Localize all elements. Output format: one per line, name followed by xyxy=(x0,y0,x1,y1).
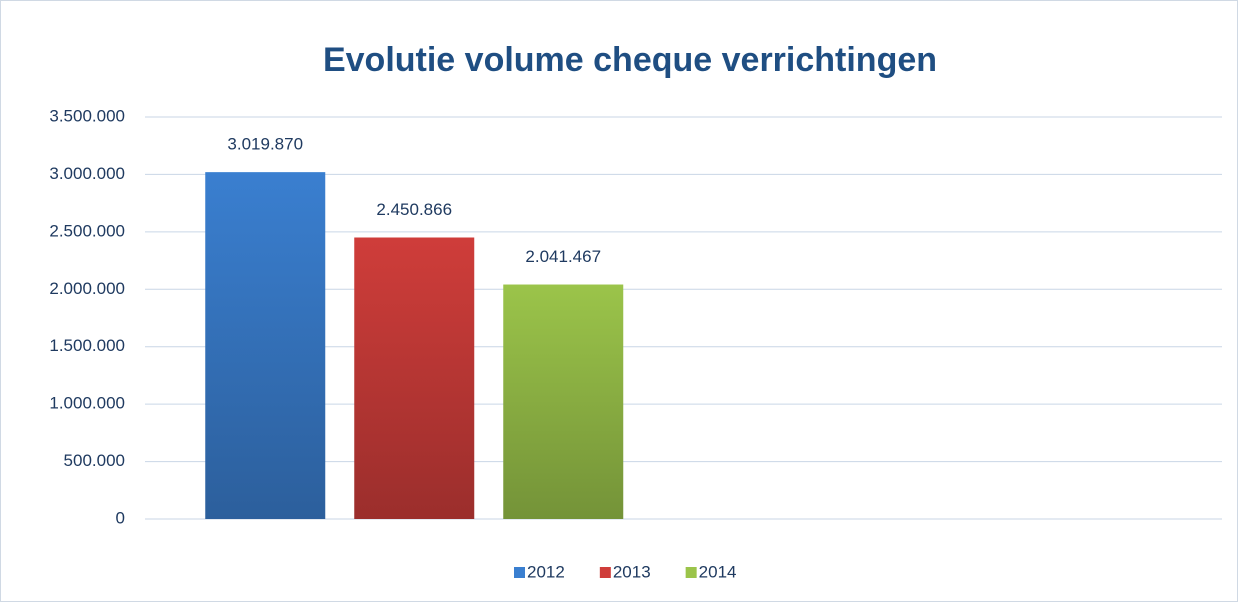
legend-label: 2014 xyxy=(699,562,737,581)
legend-swatch xyxy=(599,567,611,578)
legend-label: 2012 xyxy=(527,562,565,581)
y-tick-label: 3.000.000 xyxy=(49,164,125,183)
legend-swatch xyxy=(685,567,697,578)
bar xyxy=(354,237,475,519)
legend-label: 2013 xyxy=(613,562,651,581)
legend-swatch xyxy=(514,567,525,578)
bar xyxy=(503,284,624,519)
data-label: 2.450.866 xyxy=(376,200,452,219)
chart-title: Evolutie volume cheque verrichtingen xyxy=(323,41,937,79)
y-tick-label: 2.000.000 xyxy=(49,279,125,298)
y-tick-label: 1.500.000 xyxy=(49,336,125,355)
y-tick-label: 500.000 xyxy=(64,451,125,470)
y-tick-label: 0 xyxy=(116,508,125,527)
y-tick-label: 1.000.000 xyxy=(49,394,125,413)
data-label: 2.041.467 xyxy=(525,247,601,266)
y-tick-label: 2.500.000 xyxy=(49,221,125,240)
data-label: 3.019.870 xyxy=(227,135,303,154)
y-tick-label: 3.500.000 xyxy=(49,106,125,125)
bar xyxy=(205,172,326,519)
